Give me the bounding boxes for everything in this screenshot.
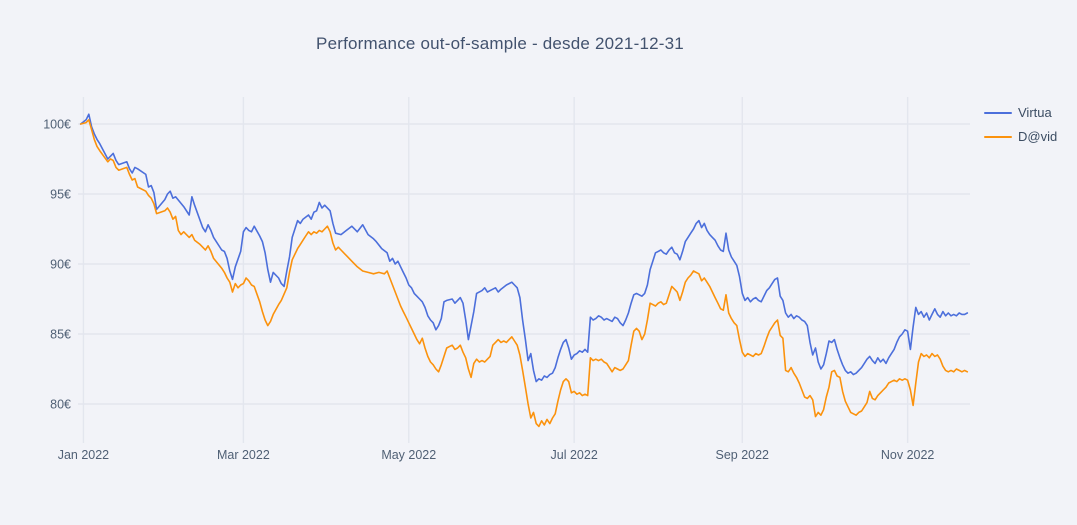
y-tick-label: 80€ [50, 398, 71, 412]
y-tick-label: 85€ [50, 328, 71, 342]
chart-legend: Virtua D@vid [984, 105, 1057, 144]
series-line-d-vid[interactable] [79, 119, 969, 428]
x-tick-label: Jul 2022 [551, 448, 598, 462]
legend-label-virtua: Virtua [1018, 105, 1052, 120]
virtua-line-swatch-icon [984, 111, 1012, 114]
david-line-swatch-icon [984, 135, 1012, 138]
x-tick-label: Nov 2022 [881, 448, 935, 462]
series-line-virtua[interactable] [79, 113, 969, 383]
legend-item-david[interactable]: D@vid [984, 129, 1057, 144]
x-tick-label: May 2022 [381, 448, 436, 462]
x-tick-label: Mar 2022 [217, 448, 270, 462]
x-tick-label: Sep 2022 [715, 448, 769, 462]
legend-item-virtua[interactable]: Virtua [984, 105, 1057, 120]
legend-label-david: D@vid [1018, 129, 1058, 144]
y-tick-label: 95€ [50, 188, 71, 202]
chart-title: Performance out-of-sample - desde 2021-1… [316, 34, 684, 53]
y-tick-label: 90€ [50, 258, 71, 272]
y-tick-label: 100€ [43, 118, 71, 132]
x-tick-label: Jan 2022 [58, 448, 109, 462]
